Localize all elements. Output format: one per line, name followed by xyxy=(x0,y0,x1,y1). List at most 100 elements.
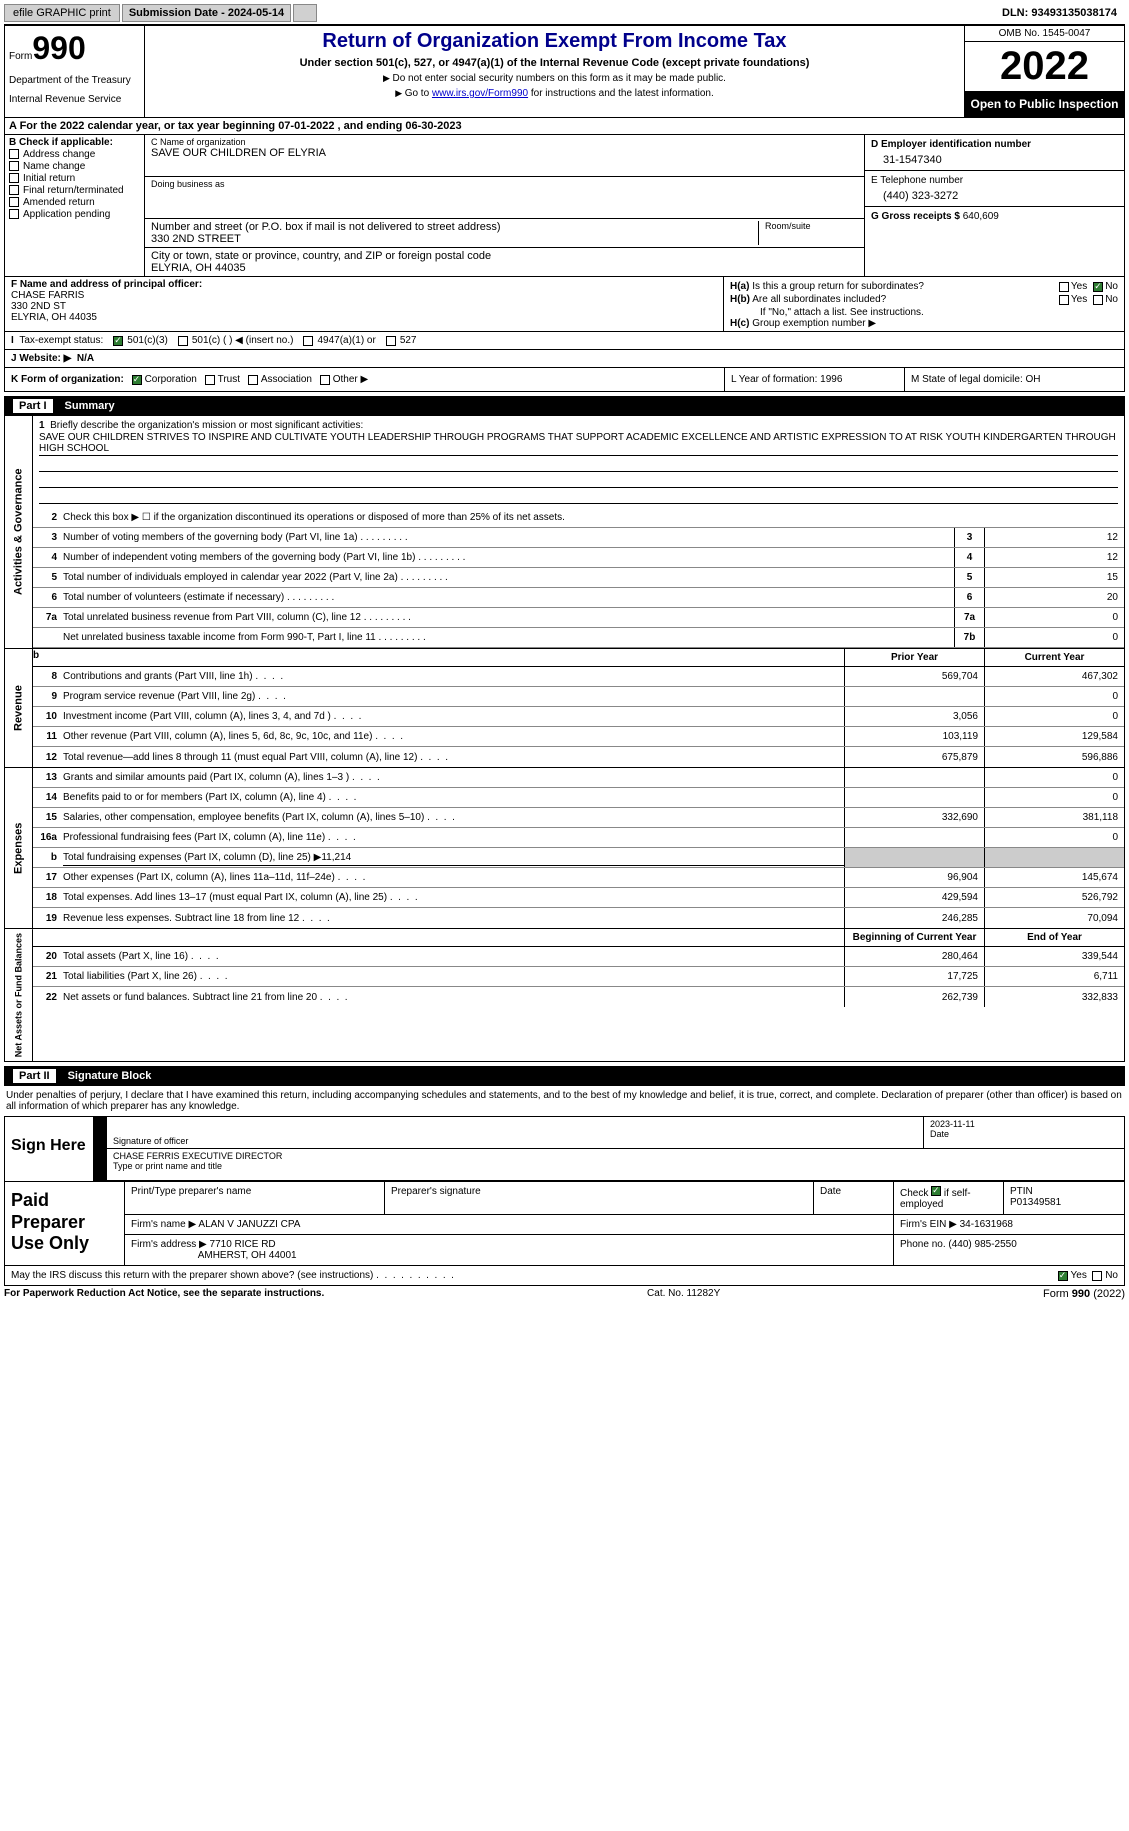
opt-501c3: 501(c)(3) xyxy=(127,335,168,346)
summary-line: 7a Total unrelated business revenue from… xyxy=(33,608,1124,628)
efile-print-button[interactable]: efile GRAPHIC print xyxy=(4,4,120,22)
ha-yes: Yes xyxy=(1071,281,1087,292)
current-value: 0 xyxy=(984,828,1124,847)
discuss-no: No xyxy=(1105,1270,1118,1281)
checkbox-assoc[interactable] xyxy=(248,375,258,385)
line-num: 16a xyxy=(33,832,63,843)
box-h: H(a) Is this a group return for subordin… xyxy=(724,277,1124,331)
line-num: 15 xyxy=(33,812,63,823)
discuss-row: May the IRS discuss this return with the… xyxy=(4,1266,1125,1286)
line-text: Total assets (Part X, line 16) . . . . xyxy=(63,949,844,964)
line-num: 18 xyxy=(33,892,63,903)
checkbox-corp[interactable] xyxy=(132,375,142,385)
opt-527: 527 xyxy=(400,335,417,346)
line-box: 3 xyxy=(954,528,984,547)
ein-value: 31-1547340 xyxy=(871,150,1118,166)
checkbox-other[interactable] xyxy=(320,375,330,385)
ha-no-checkbox[interactable] xyxy=(1093,282,1103,292)
irs-link[interactable]: www.irs.gov/Form990 xyxy=(432,88,528,99)
line2-text: Check this box ▶ ☐ if the organization d… xyxy=(63,510,1124,525)
summary-line: 17 Other expenses (Part IX, column (A), … xyxy=(33,868,1124,888)
checkbox-amended[interactable] xyxy=(9,197,19,207)
form-org-label: K Form of organization: xyxy=(11,374,124,385)
summary-line: 13 Grants and similar amounts paid (Part… xyxy=(33,768,1124,788)
blank-button[interactable] xyxy=(293,4,317,22)
klm-row: K Form of organization: Corporation Trus… xyxy=(4,368,1125,392)
line-box: 5 xyxy=(954,568,984,587)
line-text: Other expenses (Part IX, column (A), lin… xyxy=(63,870,844,885)
ha-yes-checkbox[interactable] xyxy=(1059,282,1069,292)
opt-trust: Trust xyxy=(218,374,240,385)
revenue-section: Revenue bPrior YearCurrent Year 8 Contri… xyxy=(4,649,1125,768)
phone-label: E Telephone number xyxy=(871,175,1118,186)
city-label: City or town, state or province, country… xyxy=(151,250,858,262)
hb-no-checkbox[interactable] xyxy=(1093,295,1103,305)
top-bar: efile GRAPHIC print Submission Date - 20… xyxy=(4,4,1125,25)
name-label: C Name of organization xyxy=(151,137,858,147)
checkbox-trust[interactable] xyxy=(205,375,215,385)
current-value: 596,886 xyxy=(984,747,1124,767)
subtitle: Under section 501(c), 527, or 4947(a)(1)… xyxy=(153,57,956,69)
summary-line: 3 Number of voting members of the govern… xyxy=(33,528,1124,548)
line-value: 12 xyxy=(984,548,1124,567)
summary-line: 4 Number of independent voting members o… xyxy=(33,548,1124,568)
part1-num: Part I xyxy=(13,399,53,413)
name-title-label: Type or print name and title xyxy=(113,1161,1118,1171)
summary-line: 15 Salaries, other compensation, employe… xyxy=(33,808,1124,828)
paid-preparer-label: Paid Preparer Use Only xyxy=(5,1182,125,1265)
line-text: Professional fundraising fees (Part IX, … xyxy=(63,830,844,845)
governance-section: Activities & Governance 1 Briefly descri… xyxy=(4,416,1125,649)
box-b-label: B Check if applicable: xyxy=(9,137,140,148)
firm-ein-label: Firm's EIN ▶ xyxy=(900,1219,957,1230)
sig-officer-label: Signature of officer xyxy=(113,1136,188,1146)
checkbox-app-pending[interactable] xyxy=(9,209,19,219)
instruction-2: Go to www.irs.gov/Form990 for instructio… xyxy=(153,88,956,99)
prior-value: 429,594 xyxy=(844,888,984,907)
firm-phone: (440) 985-2550 xyxy=(948,1239,1016,1250)
box-b: B Check if applicable: Address change Na… xyxy=(5,135,145,276)
self-employed-checkbox[interactable] xyxy=(931,1186,941,1196)
summary-line: 19 Revenue less expenses. Subtract line … xyxy=(33,908,1124,928)
prior-value xyxy=(844,788,984,807)
line-box: 6 xyxy=(954,588,984,607)
firm-addr2: AMHERST, OH 44001 xyxy=(198,1250,297,1261)
opt-amended: Amended return xyxy=(23,197,95,208)
line-num: 8 xyxy=(33,671,63,682)
summary-line: Net unrelated business taxable income fr… xyxy=(33,628,1124,648)
firm-phone-label: Phone no. xyxy=(900,1239,946,1250)
dba-label: Doing business as xyxy=(151,179,858,189)
line-num: 22 xyxy=(33,992,63,1003)
sign-here-section: Sign Here Signature of officer 2023-11-1… xyxy=(4,1117,1125,1182)
line-num: 21 xyxy=(33,971,63,982)
line-text: Total number of volunteers (estimate if … xyxy=(63,590,954,605)
checkbox-501c[interactable] xyxy=(178,336,188,346)
checkbox-4947[interactable] xyxy=(303,336,313,346)
current-year-header: Current Year xyxy=(984,649,1124,666)
sig-date: 2023-11-11 xyxy=(930,1119,1118,1129)
netassets-section: Net Assets or Fund Balances Beginning of… xyxy=(4,929,1125,1062)
discuss-no-checkbox[interactable] xyxy=(1092,1271,1102,1281)
sign-here-label: Sign Here xyxy=(5,1117,95,1181)
checkbox-address-change[interactable] xyxy=(9,149,19,159)
line-num: 6 xyxy=(33,592,63,603)
line-text: Number of voting members of the governin… xyxy=(63,530,954,545)
line-text: Total unrelated business revenue from Pa… xyxy=(63,610,954,625)
checkbox-final-return[interactable] xyxy=(9,185,19,195)
checkbox-527[interactable] xyxy=(386,336,396,346)
summary-line: 22 Net assets or fund balances. Subtract… xyxy=(33,987,1124,1007)
checkbox-initial-return[interactable] xyxy=(9,173,19,183)
main-title: Return of Organization Exempt From Incom… xyxy=(153,30,956,53)
firm-addr-label: Firm's address ▶ xyxy=(131,1239,207,1250)
summary-line: b Total fundraising expenses (Part IX, c… xyxy=(33,848,1124,868)
summary-line: 9 Program service revenue (Part VIII, li… xyxy=(33,687,1124,707)
prior-value xyxy=(844,687,984,706)
checkbox-501c3[interactable] xyxy=(113,336,123,346)
hb-yes-checkbox[interactable] xyxy=(1059,295,1069,305)
tab-governance: Activities & Governance xyxy=(5,416,33,648)
entity-section: B Check if applicable: Address change Na… xyxy=(4,135,1125,277)
checkbox-name-change[interactable] xyxy=(9,161,19,171)
discuss-yes-checkbox[interactable] xyxy=(1058,1271,1068,1281)
line-num: 14 xyxy=(33,792,63,803)
opt-assoc: Association xyxy=(261,374,312,385)
prior-value xyxy=(844,768,984,787)
